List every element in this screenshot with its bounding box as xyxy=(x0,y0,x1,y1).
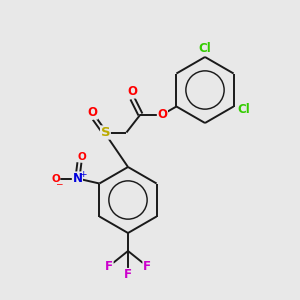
Text: S: S xyxy=(100,126,110,139)
Text: Cl: Cl xyxy=(237,103,250,116)
Text: O: O xyxy=(87,106,98,119)
Text: O: O xyxy=(77,152,86,161)
Text: −: − xyxy=(55,179,62,188)
Text: F: F xyxy=(105,260,113,272)
Text: Cl: Cl xyxy=(199,41,212,55)
Text: F: F xyxy=(143,260,151,272)
Text: F: F xyxy=(124,268,132,281)
Text: O: O xyxy=(158,108,167,121)
Text: O: O xyxy=(128,85,137,98)
Text: +: + xyxy=(79,170,86,179)
Text: N: N xyxy=(72,172,82,185)
Text: O: O xyxy=(51,173,60,184)
